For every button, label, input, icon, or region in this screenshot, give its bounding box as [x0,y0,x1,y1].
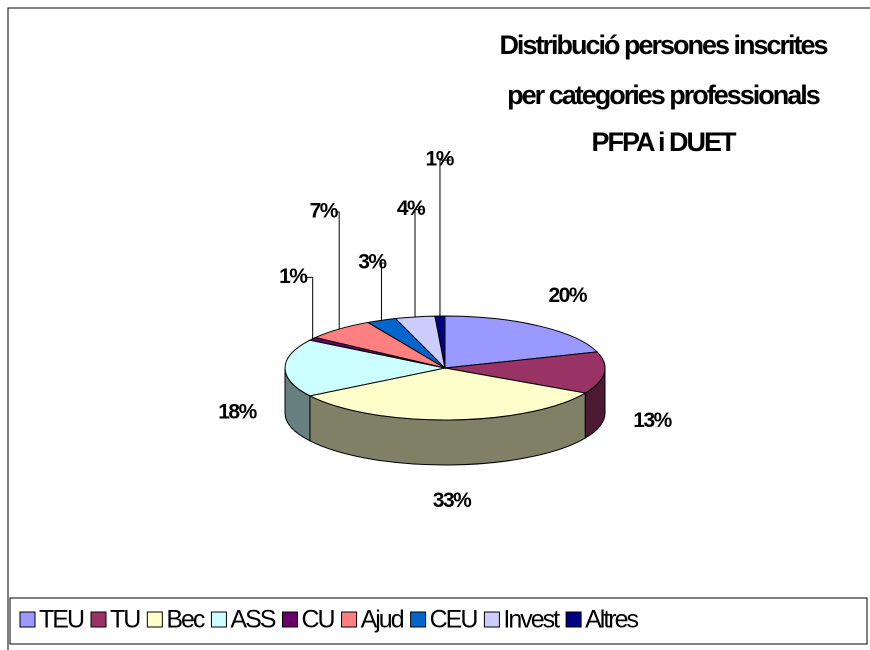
pie-slice [284,339,446,397]
pie-slice [444,351,606,394]
legend-swatch [210,611,227,628]
leader-line [304,276,314,339]
pie-slice [444,315,599,369]
legend-swatch [565,611,582,628]
data-label: 1% [426,148,455,171]
data-label: 7% [310,200,339,223]
data-label: 1% [279,265,308,288]
legend-label: ASS [230,606,275,634]
data-label: 20% [548,284,587,307]
leader-line [439,159,452,317]
legend-label: TU [110,606,140,634]
data-label: 18% [218,401,257,424]
legend-label: CU [301,606,334,634]
chart-title: PFPA i DUET [591,127,737,157]
legend-label: Ajud [361,606,404,634]
legend-label: Altres [585,606,638,634]
data-label: 4% [397,197,426,220]
leader-line [335,211,340,329]
legend-label: TEU [39,606,84,634]
legend-swatch [410,611,427,628]
pie-slice [308,367,587,421]
legend-swatch [281,611,298,628]
data-label: 13% [633,409,672,432]
legend-swatch [483,611,500,628]
chart-title: per categories professionals [507,80,820,110]
data-label: 3% [358,251,387,274]
legend-label: Bec [166,606,205,634]
pie-slice [434,315,446,369]
chart-title: Distribució persones inscrites [499,30,827,60]
legend-label: Invest [503,606,560,634]
legend-label: CEU [430,606,478,634]
leader-line [414,209,423,317]
legend-swatch [90,611,107,628]
leader-line [380,262,384,321]
data-label: 33% [433,489,472,512]
legend-swatch [146,611,163,628]
legend-swatch [341,611,358,628]
legend-swatch [19,611,36,628]
